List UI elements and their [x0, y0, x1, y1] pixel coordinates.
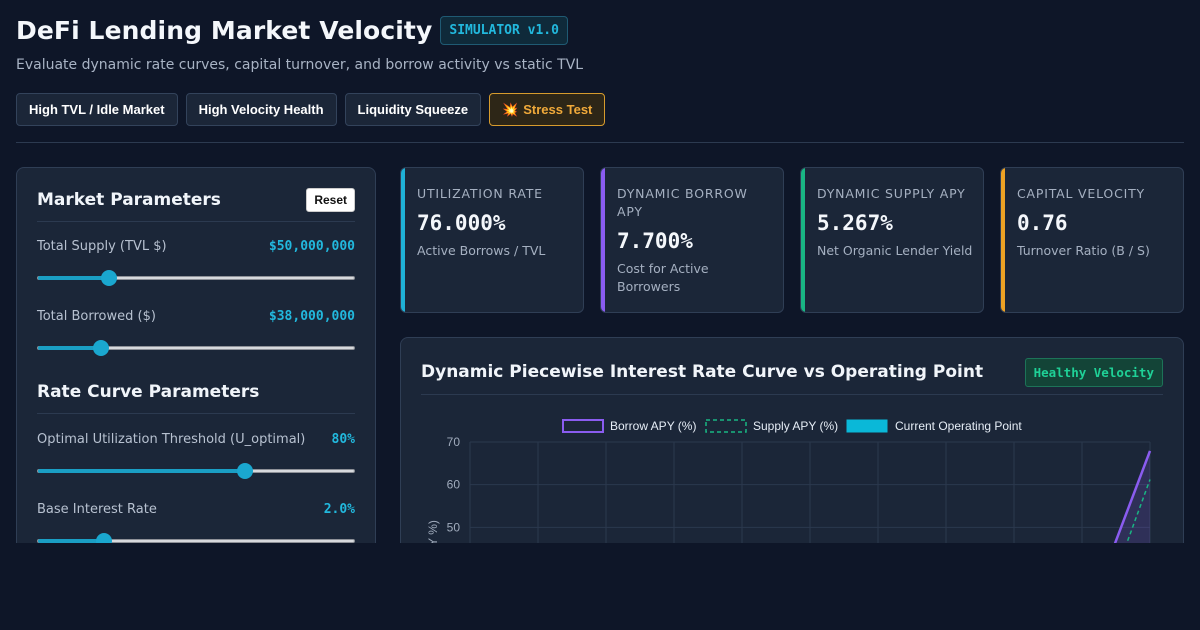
- scenario-button-high-tvl[interactable]: High TVL / Idle Market: [16, 93, 178, 126]
- market-parameters-title: Market Parameters: [37, 190, 221, 210]
- metric-accent-bar: [401, 168, 405, 312]
- interest-rate-chart: 70 60 50 (APY %) Borrow APY (%) Supply APY (%…: [426, 419, 1152, 543]
- slider-fill: [38, 469, 245, 473]
- metric-card-utilization: UTILIZATION RATE 76.000% Active Borrows …: [400, 167, 584, 313]
- metric-label: CAPITAL VELOCITY: [1017, 186, 1145, 201]
- total-supply-label: Total Supply (TVL $): [37, 239, 167, 254]
- header-divider: [16, 142, 1184, 143]
- chart-title: Dynamic Piecewise Interest Rate Curve vs…: [421, 362, 984, 382]
- reset-button[interactable]: Reset: [306, 188, 355, 212]
- parameters-panel-header: Market Parameters Reset: [37, 188, 355, 212]
- metric-card-borrow-apy: DYNAMIC BORROW APY 7.700% Cost for Activ…: [600, 167, 784, 313]
- metric-value: 7.700%: [617, 229, 693, 253]
- y-tick-label: 70: [447, 435, 461, 449]
- explosion-icon: 💥: [502, 101, 519, 117]
- section-divider: [37, 413, 355, 414]
- metric-value: 0.76: [1017, 211, 1068, 235]
- borrow-apy-line: [1113, 450, 1152, 543]
- section-divider: [37, 221, 355, 222]
- legend-swatch: [846, 419, 888, 433]
- chart-divider: [421, 394, 1163, 395]
- metric-accent-bar: [1001, 168, 1005, 312]
- legend-swatch: [562, 419, 604, 433]
- scenario-button-label: Liquidity Squeeze: [357, 102, 469, 117]
- borrow-area-fill: [1115, 450, 1150, 543]
- legend-swatch: [705, 419, 747, 433]
- metric-value: 76.000%: [417, 211, 506, 235]
- optimal-utilization-param: Optimal Utilization Threshold (U_optimal…: [37, 432, 355, 479]
- scenario-button-stress-test[interactable]: 💥 Stress Test: [489, 93, 606, 126]
- parameters-panel: Market Parameters Reset Total Supply (TV…: [16, 167, 376, 543]
- metric-value: 5.267%: [817, 211, 893, 235]
- metric-description: Cost for Active Borrowers: [617, 261, 709, 294]
- rate-curve-parameters-title: Rate Curve Parameters: [37, 382, 260, 402]
- slider-thumb[interactable]: [101, 270, 118, 286]
- metric-label: DYNAMIC BORROW APY: [617, 186, 748, 219]
- base-interest-rate-label: Base Interest Rate: [37, 502, 157, 517]
- legend-label: Borrow APY (%): [610, 419, 696, 433]
- optimal-utilization-value: 80%: [331, 432, 355, 447]
- slider-thumb[interactable]: [96, 533, 113, 543]
- metric-card-supply-apy: DYNAMIC SUPPLY APY 5.267% Net Organic Le…: [800, 167, 984, 313]
- optimal-utilization-label: Optimal Utilization Threshold (U_optimal…: [37, 432, 306, 447]
- scenario-button-label: Stress Test: [523, 102, 593, 117]
- slider-fill: [38, 539, 105, 543]
- metric-description: Active Borrows / TVL: [417, 243, 546, 258]
- header: DeFi Lending Market Velocity SIMULATOR v…: [16, 16, 568, 45]
- scenario-button-high-velocity[interactable]: High Velocity Health: [185, 93, 337, 126]
- slider-thumb[interactable]: [236, 463, 253, 479]
- legend-label: Supply APY (%): [753, 419, 838, 433]
- slider-thumb[interactable]: [93, 340, 110, 356]
- version-badge: SIMULATOR v1.0: [440, 16, 568, 45]
- total-supply-slider[interactable]: [37, 270, 355, 286]
- y-axis-label: (APY %): [426, 520, 440, 543]
- y-tick-label: 50: [447, 520, 461, 534]
- status-badge: Healthy Velocity: [1024, 358, 1163, 387]
- slider-fill: [38, 346, 102, 350]
- total-supply-param: Total Supply (TVL $) $50,000,000: [37, 239, 355, 286]
- scenario-button-label: High Velocity Health: [198, 102, 324, 117]
- metric-label: UTILIZATION RATE: [417, 186, 543, 201]
- metric-description: Net Organic Lender Yield: [817, 243, 973, 258]
- metric-description: Turnover Ratio (B / S): [1017, 243, 1150, 258]
- app-viewport: DeFi Lending Market Velocity SIMULATOR v…: [16, 16, 1184, 543]
- legend-label: Current Operating Point: [895, 419, 1022, 433]
- page-title: DeFi Lending Market Velocity: [16, 16, 433, 45]
- y-tick-label: 60: [447, 478, 461, 492]
- interest-rate-chart-card: Dynamic Piecewise Interest Rate Curve vs…: [400, 337, 1184, 543]
- base-interest-rate-slider[interactable]: [37, 533, 355, 543]
- scenario-button-label: High TVL / Idle Market: [29, 102, 165, 117]
- slider-fill: [38, 276, 110, 280]
- total-borrowed-label: Total Borrowed ($): [37, 309, 156, 324]
- base-interest-rate-param: Base Interest Rate 2.0%: [37, 502, 355, 543]
- metric-accent-bar: [601, 168, 605, 312]
- metric-card-capital-velocity: CAPITAL VELOCITY 0.76 Turnover Ratio (B …: [1000, 167, 1184, 313]
- total-supply-value: $50,000,000: [268, 239, 355, 254]
- total-borrowed-param: Total Borrowed ($) $38,000,000: [37, 309, 355, 356]
- base-interest-rate-value: 2.0%: [323, 502, 355, 517]
- metric-accent-bar: [801, 168, 805, 312]
- page-subtitle: Evaluate dynamic rate curves, capital tu…: [16, 57, 584, 73]
- scenario-button-liquidity-squeeze[interactable]: Liquidity Squeeze: [344, 93, 482, 126]
- scenario-buttons: High TVL / Idle Market High Velocity Hea…: [16, 93, 606, 126]
- metric-label: DYNAMIC SUPPLY APY: [817, 186, 966, 201]
- total-borrowed-slider[interactable]: [37, 340, 355, 356]
- total-borrowed-value: $38,000,000: [268, 309, 355, 324]
- optimal-utilization-slider[interactable]: [37, 463, 355, 479]
